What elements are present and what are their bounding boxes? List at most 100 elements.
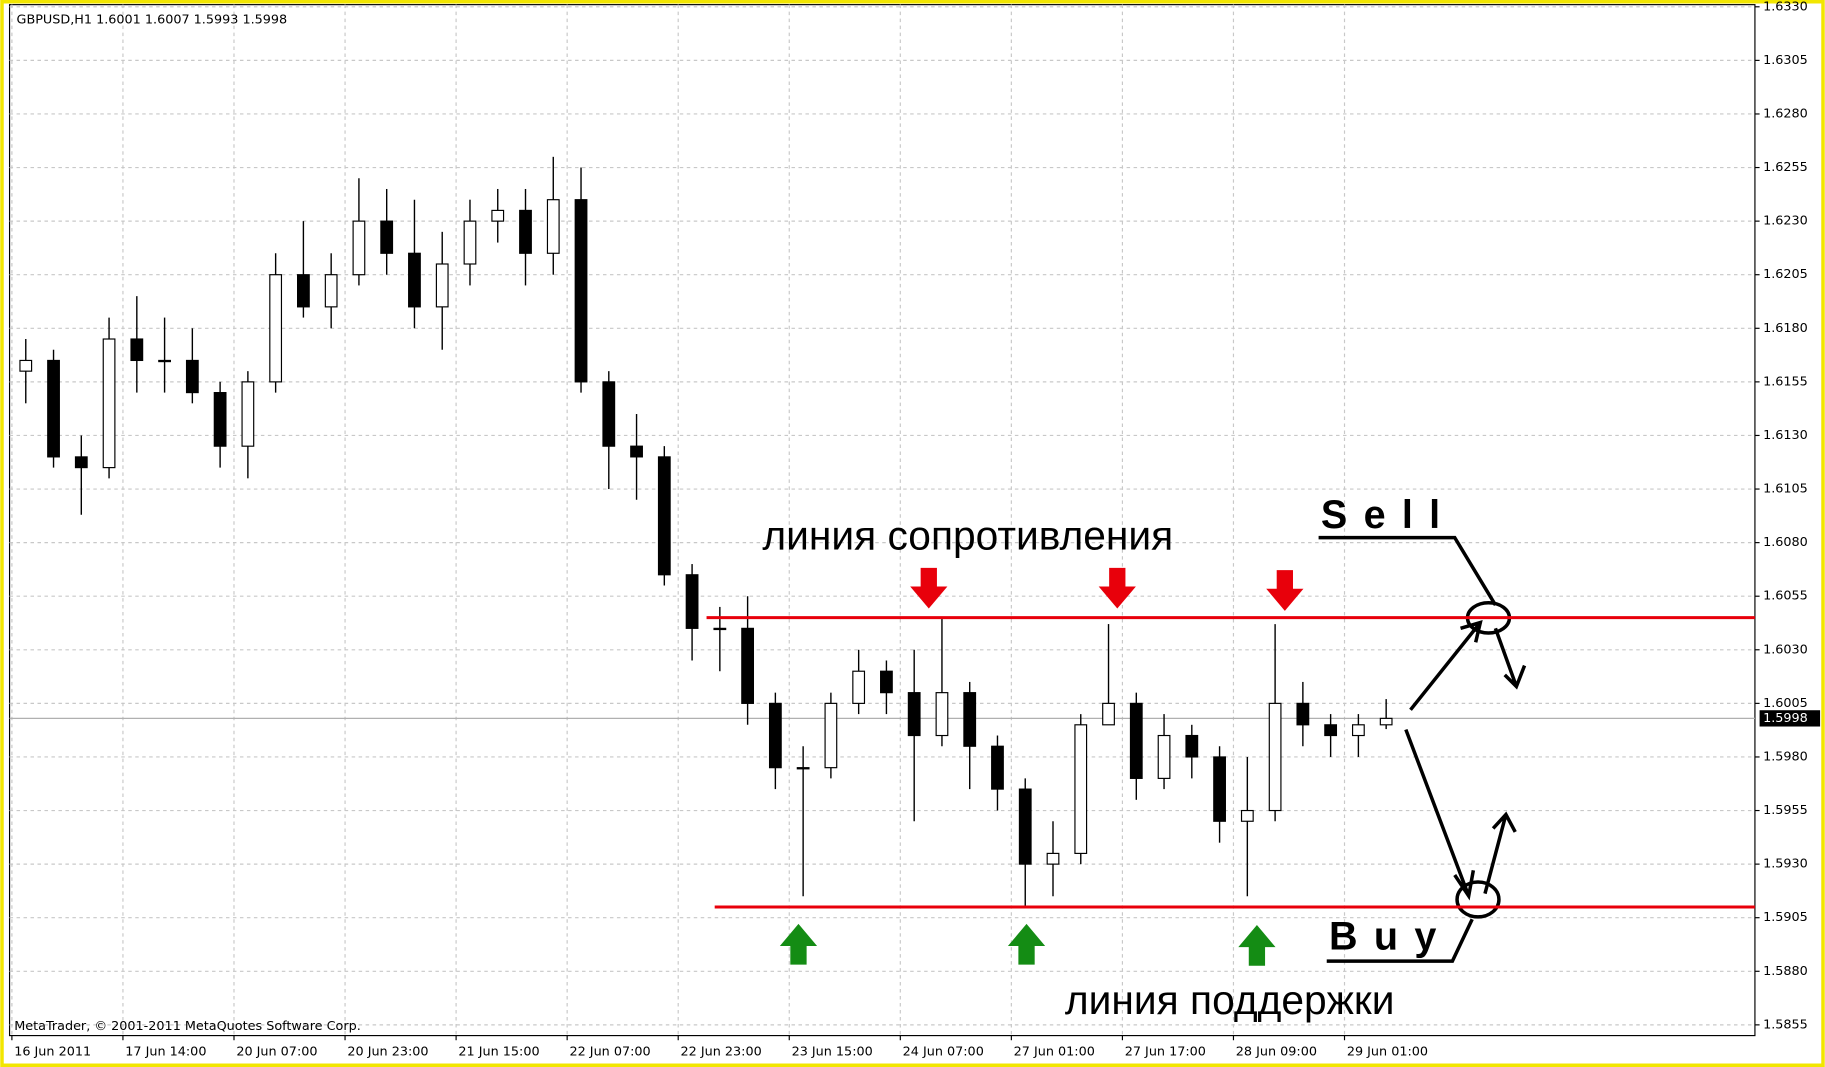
up-arrow — [1409, 619, 1483, 711]
candle-body — [796, 767, 810, 770]
candle-body — [74, 456, 88, 469]
candle-body — [491, 209, 505, 222]
y-tick-label: 1.6080 — [1763, 535, 1808, 550]
candle-body — [768, 702, 782, 769]
y-tick-label: 1.6005 — [1763, 696, 1808, 711]
candle-body — [685, 574, 699, 629]
sell-label: Sell — [1321, 493, 1457, 537]
up-arrow — [1483, 811, 1517, 895]
resistance-arrows — [910, 567, 1304, 611]
candle-body — [1185, 734, 1199, 758]
y-tick-label: 1.5955 — [1763, 803, 1808, 818]
y-tick-label: 1.6230 — [1763, 214, 1808, 229]
candle-body — [1129, 702, 1143, 779]
red-arrow — [1266, 570, 1304, 611]
chart-title: GBPUSD,H1 1.6001 1.6007 1.5993 1.5998 — [17, 12, 288, 27]
sell-leader — [1318, 535, 1497, 606]
y-tick-label: 1.6030 — [1763, 642, 1808, 657]
buy-circle — [1455, 880, 1501, 919]
x-tick-label: 27 Jun 01:00 — [1014, 1044, 1095, 1059]
x-tick-label: 28 Jun 09:00 — [1236, 1044, 1317, 1059]
candle-body — [463, 220, 477, 265]
candle-body — [1268, 702, 1282, 812]
marks — [19, 156, 1393, 907]
hand-drawing — [1318, 535, 1527, 963]
candle-body — [519, 209, 532, 254]
support-label: линия поддержки — [1065, 977, 1395, 1023]
y-tick-label: 1.5855 — [1763, 1017, 1808, 1032]
candle-body — [1018, 788, 1032, 865]
current-price-label: 1.5998 — [1763, 711, 1808, 726]
y-tick-label: 1.6130 — [1763, 428, 1808, 443]
resistance-label: линия сопротивления — [762, 512, 1173, 558]
candle-body — [991, 745, 1004, 790]
candle-body — [880, 670, 893, 694]
y-tick-label: 1.5930 — [1763, 857, 1808, 872]
x-tick-label: 17 Jun 14:00 — [125, 1044, 206, 1059]
candle-body — [1240, 809, 1254, 822]
y-tick-label: 1.6105 — [1763, 482, 1808, 497]
candle-body — [324, 274, 338, 308]
candle-body — [713, 627, 727, 631]
y-tick-label: 1.6155 — [1763, 374, 1808, 389]
candle-body — [47, 359, 60, 458]
x-tick-label: 23 Jun 15:00 — [792, 1044, 873, 1059]
buy-label: Buy — [1329, 914, 1453, 958]
candle-body — [1046, 852, 1060, 865]
candle-body — [574, 199, 588, 383]
x-tick-label: 20 Jun 07:00 — [236, 1044, 317, 1059]
candle-body — [963, 692, 977, 747]
candle-body — [408, 252, 421, 308]
y-tick-label: 1.5880 — [1763, 964, 1808, 979]
y-tick-label: 1.6330 — [1763, 0, 1808, 14]
candle-body — [241, 381, 255, 447]
candle-body — [546, 199, 560, 254]
candle-body — [1102, 702, 1115, 726]
green-arrow — [1007, 923, 1046, 965]
x-tick-label: 29 Jun 01:00 — [1347, 1044, 1428, 1059]
y-tick-label: 1.5980 — [1763, 749, 1808, 764]
candle-body — [935, 692, 949, 737]
footer: MetaTrader, © 2001-2011 MetaQuotes Softw… — [14, 1019, 361, 1034]
candle-body — [297, 274, 310, 308]
green-arrow — [779, 923, 818, 965]
candle-body — [630, 445, 643, 458]
plot-area — [8, 4, 1756, 1037]
candle-body — [352, 220, 366, 276]
y-tick-label: 1.6205 — [1763, 267, 1808, 282]
x-tick-label: 24 Jun 07:00 — [903, 1044, 984, 1059]
down-arrow — [1404, 728, 1476, 901]
candle-body — [19, 359, 33, 372]
grid — [9, 4, 1755, 1036]
candle-body — [380, 220, 394, 254]
candle-body — [1351, 724, 1365, 737]
y-tick-label: 1.6305 — [1763, 53, 1808, 68]
candle-body — [102, 338, 116, 469]
candle-body — [213, 392, 227, 447]
x-tick-label: 22 Jun 07:00 — [569, 1044, 650, 1059]
candle-body — [1379, 717, 1393, 726]
x-tick-label: 20 Jun 23:00 — [347, 1044, 428, 1059]
candle-body — [1074, 724, 1088, 854]
candle-body — [1296, 702, 1310, 726]
candle-body — [852, 670, 866, 704]
candle-body — [1157, 734, 1171, 779]
y-tick-label: 1.6280 — [1763, 106, 1808, 121]
current-price-box — [1759, 710, 1821, 727]
candle-body — [158, 359, 171, 363]
green-arrow — [1238, 925, 1276, 966]
candle-body — [907, 692, 921, 737]
y-tick-label: 1.6055 — [1763, 589, 1808, 604]
candle-body — [657, 456, 671, 576]
x-tick-label: 16 Jun 2011 — [14, 1044, 91, 1059]
candle-body — [130, 338, 144, 362]
down-arrow — [1493, 627, 1527, 690]
candle-body — [1213, 756, 1226, 822]
x-tick-label: 22 Jun 23:00 — [681, 1044, 762, 1059]
support-arrows — [779, 923, 1276, 966]
candle-body — [602, 381, 616, 447]
candle-body — [269, 274, 283, 383]
